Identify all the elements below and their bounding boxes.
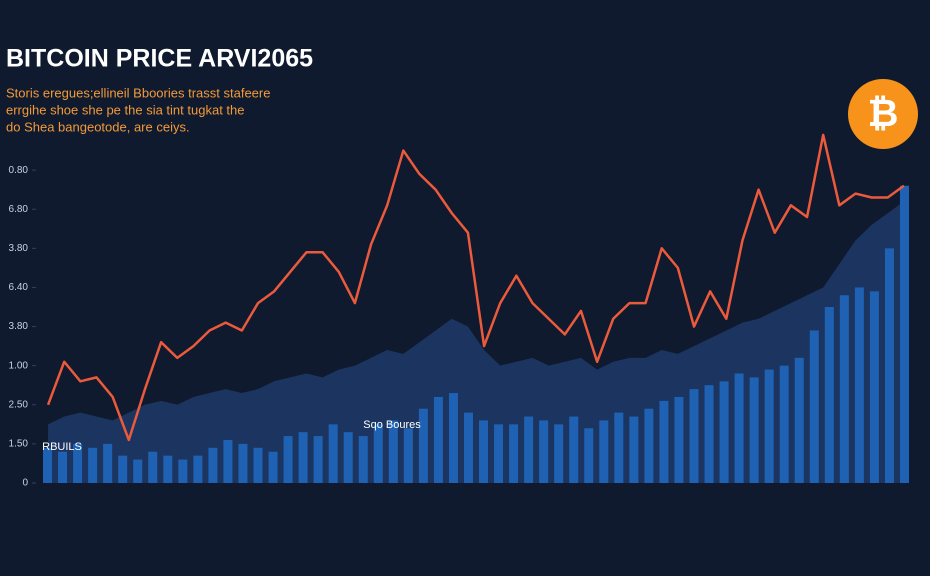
bar bbox=[569, 416, 579, 483]
bar bbox=[839, 295, 849, 483]
y-tick-label: 6.80 bbox=[9, 204, 29, 215]
bar bbox=[178, 459, 188, 483]
y-tick-label: 1.50 bbox=[9, 439, 29, 450]
bar bbox=[358, 436, 368, 483]
y-tick-label: 3.80 bbox=[9, 243, 29, 254]
bar bbox=[854, 287, 864, 483]
bar bbox=[494, 424, 504, 483]
bar bbox=[749, 377, 759, 483]
bar bbox=[719, 381, 729, 483]
bar bbox=[103, 443, 113, 483]
bitcoin-badge bbox=[848, 79, 918, 149]
bar bbox=[43, 447, 53, 483]
bar bbox=[674, 396, 684, 483]
bar bbox=[554, 424, 564, 483]
bar bbox=[809, 330, 819, 483]
y-tick-label: 6.40 bbox=[9, 282, 29, 293]
bar bbox=[268, 451, 278, 483]
bar bbox=[433, 396, 443, 483]
plot: 0.80 6.80 3.80 6.40 3.80 1.00 2.50 1.50 0 bbox=[9, 133, 909, 489]
bar bbox=[193, 455, 203, 483]
chart-title: BITCOIN PRICE ARVI2065 bbox=[6, 45, 313, 73]
annotation: Sqo Boures bbox=[363, 419, 421, 431]
bar bbox=[298, 432, 308, 483]
bar bbox=[463, 412, 473, 483]
bar bbox=[403, 428, 413, 483]
bar bbox=[283, 436, 293, 483]
bar bbox=[73, 443, 83, 483]
bar bbox=[313, 436, 323, 483]
bar bbox=[328, 424, 338, 483]
bar bbox=[899, 185, 909, 483]
bar bbox=[599, 420, 609, 483]
bar bbox=[524, 416, 534, 483]
bar bbox=[659, 400, 669, 483]
bar bbox=[373, 424, 383, 483]
annotation: RBUILS bbox=[42, 441, 82, 453]
y-tick-label: 0 bbox=[22, 478, 28, 489]
badge-symbol: ₿ bbox=[868, 93, 899, 135]
bar bbox=[58, 451, 68, 483]
bar bbox=[779, 365, 789, 483]
bar bbox=[629, 416, 639, 483]
subtitle: errgihe shoe she pe the sia tint tugkat … bbox=[6, 102, 245, 117]
bar bbox=[884, 248, 894, 483]
y-tick-label: 3.80 bbox=[9, 321, 29, 332]
bar bbox=[88, 447, 98, 483]
y-tick-label: 2.50 bbox=[9, 399, 29, 410]
subtitle: do Shea bangeotode, are ceiys. bbox=[6, 119, 190, 134]
bar bbox=[253, 447, 263, 483]
bar bbox=[208, 447, 218, 483]
bar bbox=[118, 455, 128, 483]
bar bbox=[539, 420, 549, 483]
bar bbox=[824, 307, 834, 483]
bar bbox=[584, 428, 594, 483]
bar bbox=[238, 443, 248, 483]
y-tick-label: 0.80 bbox=[9, 165, 29, 176]
line bbox=[46, 133, 905, 442]
bar bbox=[448, 393, 458, 483]
bar bbox=[148, 451, 158, 483]
bar bbox=[689, 389, 699, 483]
bar bbox=[704, 385, 714, 483]
bar bbox=[479, 420, 489, 483]
bar bbox=[794, 357, 804, 483]
bar bbox=[388, 420, 398, 483]
bar bbox=[418, 408, 428, 483]
bar bbox=[343, 432, 353, 483]
y-tick-label: 1.00 bbox=[9, 360, 29, 371]
subtitle: Storis eregues;ellineil Bboories trasst … bbox=[6, 85, 270, 100]
bar bbox=[133, 459, 143, 483]
bar bbox=[869, 291, 879, 483]
bar bbox=[644, 408, 654, 483]
bar bbox=[614, 412, 624, 483]
bar bbox=[223, 439, 233, 483]
bar bbox=[764, 369, 774, 483]
bar bbox=[509, 424, 519, 483]
bar bbox=[734, 373, 744, 483]
bar bbox=[163, 455, 173, 483]
